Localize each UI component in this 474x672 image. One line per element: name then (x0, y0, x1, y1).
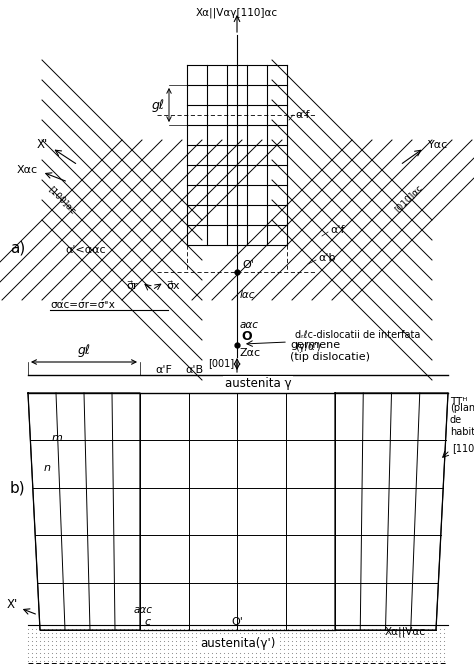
Text: α'F: α'F (155, 365, 172, 375)
Text: n: n (44, 463, 51, 473)
Text: a): a) (10, 241, 25, 255)
Text: α'B: α'B (185, 365, 203, 375)
Text: [110]'αc: [110]'αc (452, 443, 474, 453)
Text: O': O' (231, 617, 243, 627)
Text: X': X' (37, 138, 48, 151)
Text: Xα||Vαγ[110]αc: Xα||Vαγ[110]αc (196, 8, 278, 19)
Text: α'f: α'f (295, 110, 310, 120)
Text: gℓ: gℓ (78, 344, 91, 357)
Text: Yαc: Yαc (428, 140, 448, 150)
Text: gℓ: gℓ (152, 99, 165, 112)
Text: germene
(tip dislocatie): germene (tip dislocatie) (290, 340, 370, 362)
Text: [100]αc: [100]αc (46, 184, 78, 216)
Text: dᵣℓc-dislocatii de interfata
(γ/α'): dᵣℓc-dislocatii de interfata (γ/α') (295, 329, 420, 352)
Text: TTᴴ: TTᴴ (450, 397, 467, 407)
Text: α'f: α'f (330, 225, 345, 235)
Text: austenita γ: austenita γ (225, 378, 292, 390)
Text: X': X' (7, 599, 18, 612)
Text: σ⃗x: σ⃗x (166, 281, 180, 291)
Text: σ⃗r: σ⃗r (127, 281, 138, 291)
Text: Xαc: Xαc (17, 165, 38, 175)
Text: Xα||Vαc: Xα||Vαc (385, 627, 426, 637)
Text: aαc: aαc (134, 605, 153, 615)
Text: σαc=σr=σᵉx: σαc=σr=σᵉx (50, 300, 115, 310)
Text: m: m (52, 433, 63, 443)
Text: α'b: α'b (318, 253, 336, 263)
Text: lαc: lαc (240, 290, 255, 300)
Text: [001]: [001] (208, 358, 234, 368)
Text: b): b) (10, 480, 26, 495)
Text: [010]αc: [010]αc (392, 182, 424, 214)
Text: c: c (145, 617, 151, 627)
Text: (plan
de
habit): (plan de habit) (450, 403, 474, 437)
Text: Zαc: Zαc (240, 348, 261, 358)
Text: α'<ααc: α'<ααc (65, 245, 106, 255)
Text: austenita(γ'): austenita(γ') (201, 638, 276, 650)
Text: aαc: aαc (240, 320, 259, 330)
Text: O: O (241, 330, 252, 343)
Text: O': O' (242, 260, 254, 270)
